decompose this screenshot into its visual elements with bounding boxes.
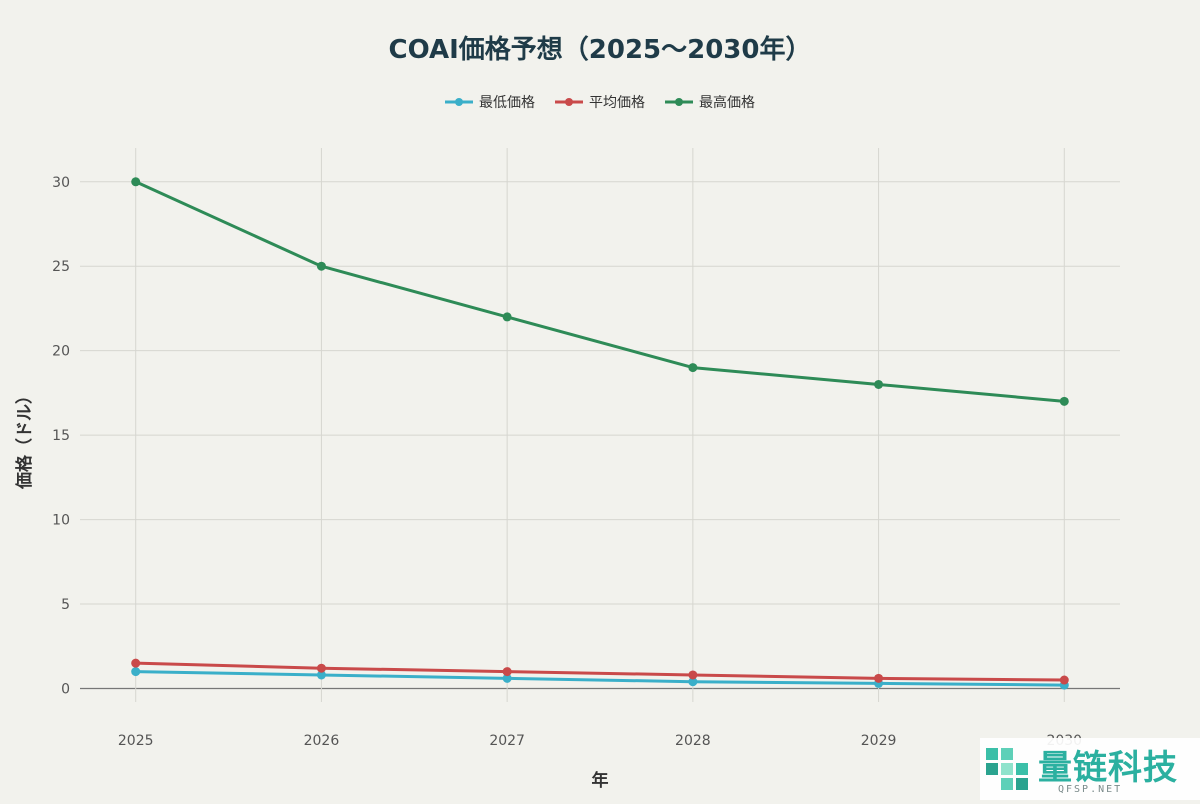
x-axis-title: 年 — [592, 770, 609, 791]
legend-item[interactable]: 最高価格 — [665, 94, 755, 111]
legend-label: 最低価格 — [479, 95, 535, 111]
y-tick-label: 5 — [61, 597, 70, 613]
gridlines — [80, 148, 1120, 702]
legend-marker — [455, 98, 463, 106]
x-tick-label: 2029 — [861, 733, 897, 749]
data-point[interactable] — [502, 673, 512, 683]
y-tick-label: 0 — [61, 681, 70, 697]
legend-label: 最高価格 — [699, 94, 755, 111]
data-point[interactable] — [874, 673, 884, 683]
watermark: 量链科技 QFSP.NET — [980, 738, 1200, 800]
x-tick-label: 2026 — [304, 733, 340, 749]
y-axis-title: 価格（ドル） — [14, 387, 35, 490]
data-point[interactable] — [316, 663, 326, 673]
legend-label: 平均価格 — [589, 95, 645, 111]
y-tick-label: 10 — [52, 513, 70, 529]
legend-item[interactable]: 最低価格 — [445, 95, 535, 111]
chart-title: COAI価格予想（2025〜2030年） — [388, 34, 811, 65]
y-tick-label: 30 — [52, 175, 70, 191]
data-point[interactable] — [316, 670, 326, 680]
series-2 — [131, 658, 1069, 685]
y-tick-label: 25 — [52, 259, 70, 275]
data-point[interactable] — [316, 261, 326, 271]
legend-marker — [675, 98, 683, 106]
x-tick-label: 2028 — [675, 733, 711, 749]
legend-item[interactable]: 平均価格 — [555, 95, 645, 111]
y-axis-ticks: 0 5 10 15 20 25 30 — [52, 175, 70, 698]
series-line — [134, 180, 1066, 403]
data-point[interactable] — [502, 312, 512, 322]
x-tick-label: 2025 — [118, 733, 154, 749]
x-axis-ticks: 202520262027202820292030 — [118, 733, 1082, 749]
series-line — [134, 661, 1066, 682]
y-tick-label: 20 — [52, 344, 70, 360]
data-point[interactable] — [688, 677, 698, 687]
series-3 — [131, 177, 1069, 406]
legend-marker — [565, 98, 573, 106]
data-point[interactable] — [874, 379, 884, 389]
data-point[interactable] — [131, 667, 141, 677]
series-layer — [131, 177, 1069, 690]
x-tick-label: 2027 — [489, 733, 525, 749]
watermark-subtext: QFSP.NET — [1058, 784, 1123, 795]
data-point[interactable] — [1059, 396, 1069, 406]
data-point[interactable] — [688, 363, 698, 373]
data-point[interactable] — [1059, 675, 1069, 685]
series-line — [134, 670, 1066, 687]
watermark-text: 量链科技 — [1038, 748, 1178, 788]
logo-icon — [986, 748, 1028, 790]
y-tick-label: 15 — [52, 428, 70, 444]
data-point[interactable] — [502, 667, 512, 677]
data-point[interactable] — [131, 177, 141, 187]
data-point[interactable] — [688, 670, 698, 680]
legend: 最低価格 平均価格 最高価格 — [445, 94, 755, 111]
data-point[interactable] — [131, 658, 141, 668]
